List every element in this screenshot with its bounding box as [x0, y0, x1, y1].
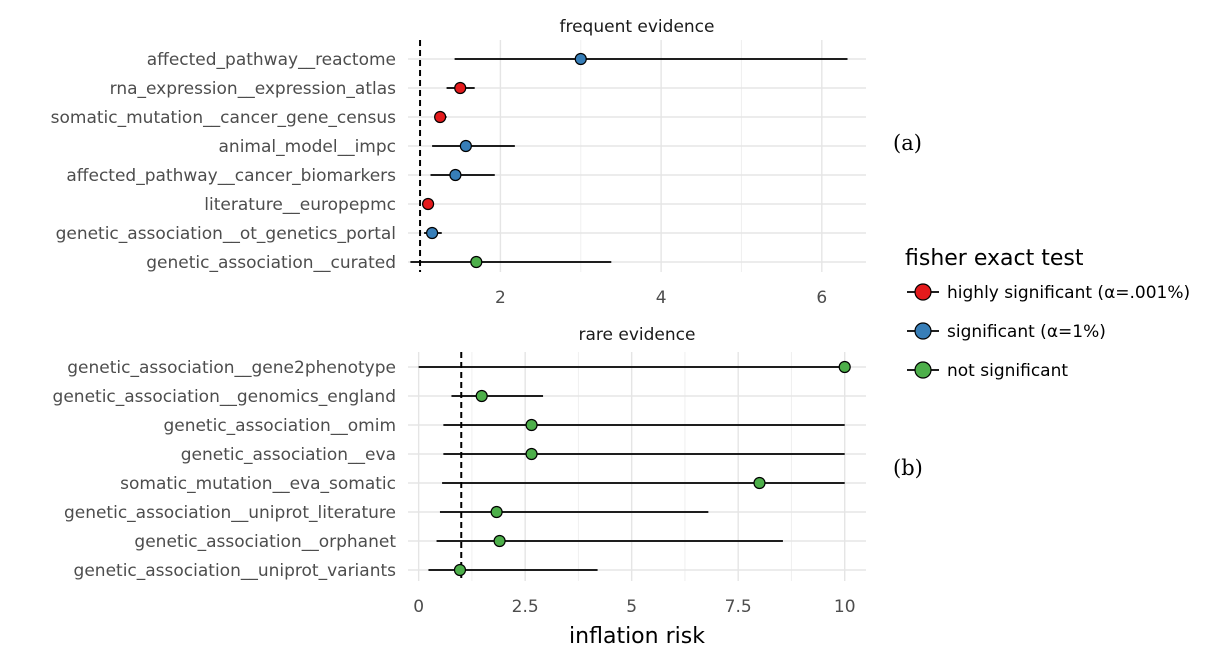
y-tick-label: genetic_association__uniprot_variants — [74, 561, 397, 581]
y-tick-label: animal_model__impc — [219, 137, 396, 157]
data-point — [434, 110, 447, 124]
x-tick-label: 6 — [816, 288, 827, 308]
y-tick-label: literature__europepmc — [204, 195, 396, 215]
y-tick-label: genetic_association__gene2phenotype — [67, 358, 396, 378]
x-tick-label: 10 — [834, 597, 856, 617]
panel-tag: (a) — [893, 131, 922, 155]
legend-marker — [914, 283, 932, 301]
y-tick-label: genetic_association__ot_genetics_portal — [56, 224, 396, 244]
y-tick-label: genetic_association__omim — [163, 416, 396, 436]
y-tick-label: somatic_mutation__cancer_gene_census — [51, 108, 396, 128]
y-tick-label: affected_pathway__cancer_biomarkers — [66, 166, 396, 186]
panel-2: rare evidence 0 2.5 5 7.5 10 genetic_associati… — [53, 325, 923, 617]
y-tick-label: genetic_association__curated — [146, 253, 396, 273]
legend: fisher exact test highly significant (α=… — [905, 246, 1190, 381]
data-point — [470, 255, 483, 269]
y-tick-label: somatic_mutation__eva_somatic — [120, 474, 396, 494]
data-point — [453, 563, 467, 577]
data-point — [449, 168, 462, 182]
data-point — [454, 81, 467, 95]
data-point — [838, 360, 851, 374]
legend-title: fisher exact test — [905, 246, 1084, 271]
data-point — [459, 139, 472, 153]
facet-title: rare evidence — [579, 325, 696, 345]
x-tick-label: 2.5 — [512, 597, 539, 617]
data-point — [421, 197, 435, 211]
x-axis-title: inflation risk — [569, 624, 705, 649]
legend-label: highly significant (α=.001%) — [947, 283, 1190, 303]
data-point — [753, 476, 766, 490]
data-point — [426, 226, 439, 240]
data-point — [574, 52, 587, 66]
x-tick-label: 4 — [656, 288, 667, 308]
legend-label: not significant — [947, 361, 1068, 381]
data-point — [493, 534, 506, 548]
legend-marker — [914, 361, 932, 379]
y-tick-label: genetic_association__orphanet — [134, 532, 396, 552]
data-point — [475, 389, 488, 403]
data-point — [525, 418, 538, 432]
y-tick-label: genetic_association__eva — [181, 445, 396, 465]
legend-item-sig: significant (α=1%) — [907, 322, 1106, 342]
legend-marker — [914, 322, 932, 340]
data-point — [490, 505, 503, 519]
panel-1: frequent evidence 2 4 6 affected_pathway__re… — [51, 17, 922, 308]
y-tick-label: rna_expression__expression_atlas — [110, 79, 397, 99]
legend-label: significant (α=1%) — [947, 322, 1106, 342]
y-tick-label: genetic_association__genomics_england — [53, 387, 396, 407]
legend-item-ns: not significant — [907, 361, 1068, 381]
panels: frequent evidence 2 4 6 affected_pathway__re… — [51, 17, 923, 617]
x-tick-label: 7.5 — [725, 597, 752, 617]
x-tick-label: 2 — [495, 288, 506, 308]
facet-title: frequent evidence — [559, 17, 714, 37]
legend-items: highly significant (α=.001%) significant … — [907, 283, 1190, 381]
legend-item-highly: highly significant (α=.001%) — [907, 283, 1190, 303]
y-tick-label: genetic_association__uniprot_literature — [64, 503, 396, 523]
x-tick-label: 5 — [626, 597, 637, 617]
data-point — [525, 447, 538, 461]
panel-tag: (b) — [893, 456, 923, 480]
y-tick-label: affected_pathway__reactome — [147, 50, 396, 70]
x-tick-label: 0 — [413, 597, 424, 617]
